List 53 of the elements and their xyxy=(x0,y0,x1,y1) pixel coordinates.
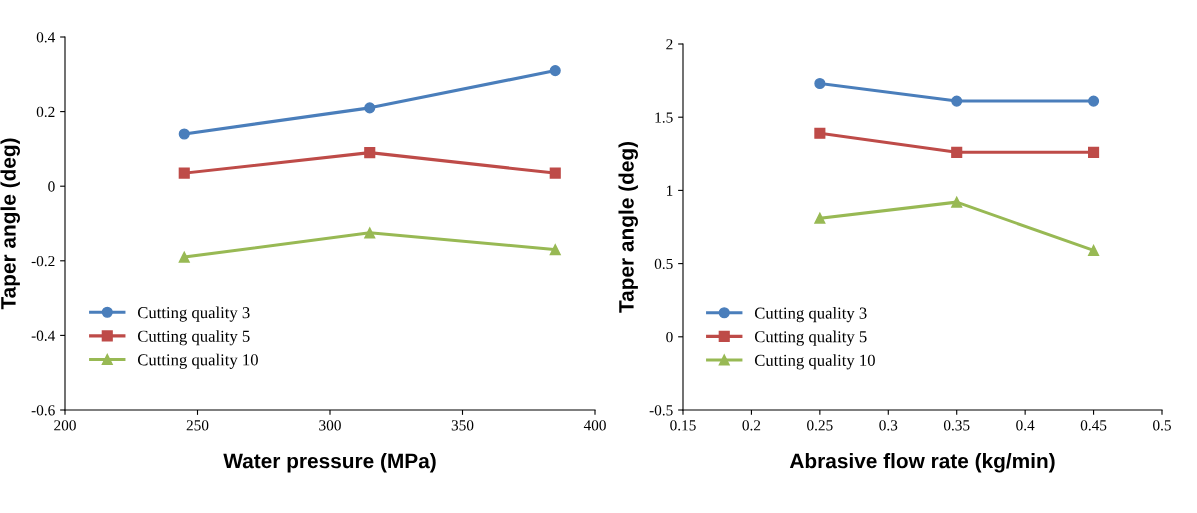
y-tick-label: 0 xyxy=(48,181,55,192)
point xyxy=(814,127,826,139)
point xyxy=(549,244,561,256)
x-tick-label: 250 xyxy=(186,420,209,431)
point xyxy=(814,212,826,224)
x-axis-title: Abrasive flow rate (kg/min) xyxy=(789,453,1055,473)
x-tick-label: 0.15 xyxy=(670,420,696,431)
y-axis-title: Taper angle (deg) xyxy=(0,138,20,310)
y-tick-label: -0.5 xyxy=(649,405,673,416)
x-tick-label: 400 xyxy=(583,420,606,431)
point xyxy=(1088,95,1100,107)
x-tick-label: 0.4 xyxy=(1016,420,1035,431)
point xyxy=(364,227,376,239)
y-tick-label: -0.6 xyxy=(31,405,55,416)
legend-label: Cutting quality 3 xyxy=(754,307,867,323)
legend-label: Cutting quality 10 xyxy=(137,353,258,369)
x-tick-label: 300 xyxy=(319,420,341,431)
point xyxy=(951,196,963,208)
point xyxy=(364,147,376,159)
legend-label: Cutting quality 3 xyxy=(137,306,250,322)
x-tick-label: 0.5 xyxy=(1153,420,1171,431)
point xyxy=(178,251,190,263)
y-tick-label: 1 xyxy=(666,185,673,196)
y-tick-label: 0.2 xyxy=(36,106,55,118)
point xyxy=(951,146,963,158)
legend-label: Cutting quality 5 xyxy=(137,330,250,346)
x-tick-label: 0.25 xyxy=(807,420,833,431)
x-tick-label: 0.3 xyxy=(879,420,898,431)
x-tick-label: 0.35 xyxy=(943,420,970,431)
point xyxy=(1088,146,1100,158)
legend-label: Cutting quality 5 xyxy=(754,330,867,346)
y-tick-label: 0.4 xyxy=(36,32,56,43)
x-tick-label: 350 xyxy=(451,420,474,431)
y-tick-label: -0.4 xyxy=(31,330,56,341)
point xyxy=(549,65,561,77)
point xyxy=(814,77,826,90)
x-tick-label: 0.45 xyxy=(1080,420,1107,431)
point xyxy=(1088,244,1100,256)
y-tick-label: 1.5 xyxy=(655,112,673,123)
point xyxy=(951,95,963,107)
x-tick-label: 200 xyxy=(54,420,76,431)
y-tick-label: -0.2 xyxy=(31,255,55,267)
legend-label: Cutting quality 10 xyxy=(754,354,875,370)
y-tick-label: 0.5 xyxy=(654,258,673,270)
point xyxy=(549,167,561,179)
y-axis-title: Taper angle (deg) xyxy=(618,141,638,313)
x-tick-label: 0.2 xyxy=(742,420,761,431)
y-tick-label: 0 xyxy=(666,331,673,343)
x-axis-title: Water pressure (MPa) xyxy=(223,453,436,473)
y-tick-label: 2 xyxy=(666,39,673,50)
point xyxy=(178,128,190,140)
point xyxy=(178,167,190,179)
point xyxy=(364,102,376,114)
